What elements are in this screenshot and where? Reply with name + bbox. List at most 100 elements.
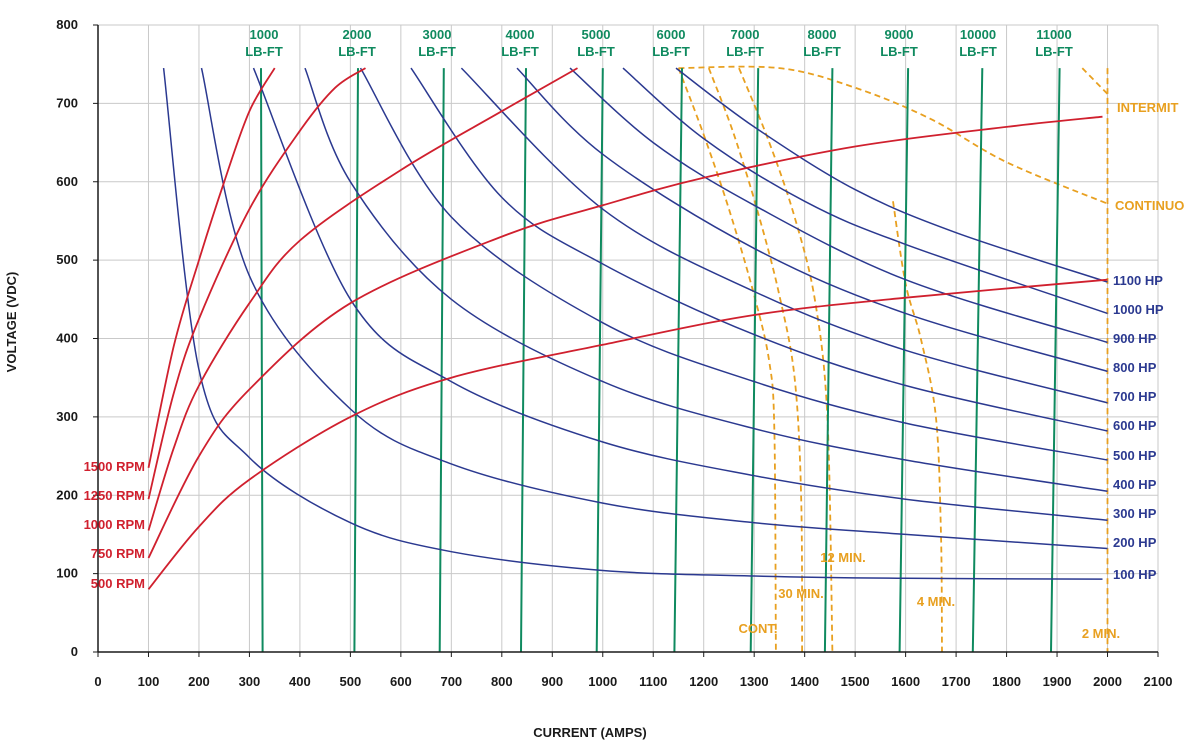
torque-label-unit: LB-FT bbox=[959, 44, 997, 59]
torque-label-unit: LB-FT bbox=[726, 44, 764, 59]
y-tick-label: 0 bbox=[71, 644, 78, 659]
torque-label-unit: LB-FT bbox=[880, 44, 918, 59]
speed-curve bbox=[147, 67, 578, 531]
torque-label-value: 4000 bbox=[506, 27, 535, 42]
torque-label-value: 6000 bbox=[657, 27, 686, 42]
torque-label-value: 3000 bbox=[423, 27, 452, 42]
hp-label: 400 HP bbox=[1113, 477, 1157, 492]
torque-line bbox=[1050, 68, 1061, 653]
torque-label-value: 5000 bbox=[582, 27, 611, 42]
torque-line bbox=[749, 68, 760, 653]
duty-limit-curve bbox=[677, 67, 777, 653]
hp-label: 900 HP bbox=[1113, 331, 1157, 346]
power-curve bbox=[460, 67, 1108, 404]
hp-label: 800 HP bbox=[1113, 360, 1157, 375]
torque-line bbox=[971, 68, 984, 653]
torque-line bbox=[823, 68, 834, 653]
power-curve bbox=[162, 68, 1103, 580]
torque-label-unit: LB-FT bbox=[418, 44, 456, 59]
torque-label-unit: LB-FT bbox=[501, 44, 539, 59]
torque-label-value: 7000 bbox=[731, 27, 760, 42]
y-tick-label: 500 bbox=[56, 252, 78, 267]
x-tick-label: 1100 bbox=[639, 674, 667, 689]
rpm-label: 750 RPM bbox=[91, 546, 145, 561]
torque-line bbox=[595, 68, 604, 653]
power-curve bbox=[675, 67, 1108, 283]
x-axis-title: CURRENT (AMPS) bbox=[533, 725, 646, 740]
speed-curve bbox=[147, 67, 276, 468]
torque-label-value: 10000 bbox=[960, 27, 996, 42]
x-tick-label: 1700 bbox=[942, 674, 971, 689]
x-tick-label: 1600 bbox=[891, 674, 920, 689]
power-curve bbox=[622, 67, 1108, 315]
curve-labels: 1100 HP 1000 HP 900 HP 800 HP 700 HP 600 HP 50… bbox=[84, 27, 1185, 641]
grid bbox=[97, 24, 1159, 653]
x-tick-label: 2000 bbox=[1093, 674, 1122, 689]
rpm-label: 1250 RPM bbox=[84, 488, 145, 503]
torque-label-unit: LB-FT bbox=[338, 44, 376, 59]
y-axis-title: VOLTAGE (VDC) bbox=[4, 272, 19, 373]
hp-label: 100 HP bbox=[1113, 567, 1157, 582]
power-curve bbox=[200, 67, 1108, 550]
duty-label: 30 MIN. bbox=[778, 586, 824, 601]
speed-curve bbox=[147, 278, 1108, 590]
duty-label: CONT. bbox=[739, 621, 778, 636]
x-tick-label: 900 bbox=[541, 674, 563, 689]
y-tick-label: 100 bbox=[56, 566, 78, 581]
speed-curves bbox=[147, 67, 1108, 590]
hp-label: 300 HP bbox=[1113, 506, 1157, 521]
hp-label: 1000 HP bbox=[1113, 302, 1164, 317]
hp-label: 1100 HP bbox=[1113, 273, 1163, 288]
x-tick-label: 200 bbox=[188, 674, 210, 689]
torque-label-value: 9000 bbox=[885, 27, 914, 42]
torque-label-value: 8000 bbox=[808, 27, 837, 42]
torque-label-unit: LB-FT bbox=[577, 44, 615, 59]
x-tick-label: 1000 bbox=[588, 674, 617, 689]
x-tick-label: 500 bbox=[340, 674, 362, 689]
duty-label: 12 MIN. bbox=[820, 550, 866, 565]
torque-line bbox=[260, 68, 264, 653]
rpm-label: 1500 RPM bbox=[84, 459, 145, 474]
rpm-label: 500 RPM bbox=[91, 576, 145, 591]
x-tick-label: 100 bbox=[138, 674, 160, 689]
x-tick-label: 1400 bbox=[790, 674, 819, 689]
x-tick-label: 2100 bbox=[1144, 674, 1173, 689]
x-tick-label: 1800 bbox=[992, 674, 1021, 689]
torque-line bbox=[438, 68, 445, 653]
torque-label-unit: LB-FT bbox=[1035, 44, 1073, 59]
torque-label-unit: LB-FT bbox=[245, 44, 283, 59]
x-tick-label: 800 bbox=[491, 674, 513, 689]
rpm-label: 1000 RPM bbox=[84, 517, 145, 532]
y-tick-label: 200 bbox=[56, 487, 78, 502]
torque-line bbox=[353, 68, 359, 653]
x-tick-label: 400 bbox=[289, 674, 311, 689]
speed-curve bbox=[147, 67, 366, 500]
duty-limit-curve bbox=[738, 67, 834, 653]
power-curve bbox=[569, 67, 1108, 344]
hp-label: 200 HP bbox=[1113, 535, 1157, 550]
torque-label-value: 11000 bbox=[1036, 27, 1071, 42]
power-curves bbox=[162, 67, 1108, 580]
torque-label-unit: LB-FT bbox=[803, 44, 841, 59]
power-curve bbox=[252, 67, 1108, 522]
duty-label: 4 MIN. bbox=[917, 594, 955, 609]
x-tick-label: 0 bbox=[94, 674, 101, 689]
y-tick-label: 700 bbox=[56, 95, 78, 110]
x-tick-label: 300 bbox=[239, 674, 261, 689]
speed-curve bbox=[147, 115, 1103, 559]
torque-label-value: 1000 bbox=[250, 27, 279, 42]
x-tick-label: 1300 bbox=[740, 674, 769, 689]
power-curve bbox=[410, 67, 1108, 432]
x-tick-label: 1200 bbox=[689, 674, 718, 689]
power-curve bbox=[359, 67, 1108, 461]
duty-label: CONTINUO bbox=[1115, 198, 1184, 213]
duty-limit-curve bbox=[1081, 67, 1109, 95]
power-curve bbox=[304, 67, 1108, 493]
torque-label-unit: LB-FT bbox=[652, 44, 690, 59]
y-tick-label: 300 bbox=[56, 409, 78, 424]
duty-limit-curve bbox=[678, 65, 1108, 205]
duty-label: 2 MIN. bbox=[1082, 626, 1120, 641]
torque-line bbox=[673, 68, 683, 653]
hp-label: 600 HP bbox=[1113, 418, 1157, 433]
